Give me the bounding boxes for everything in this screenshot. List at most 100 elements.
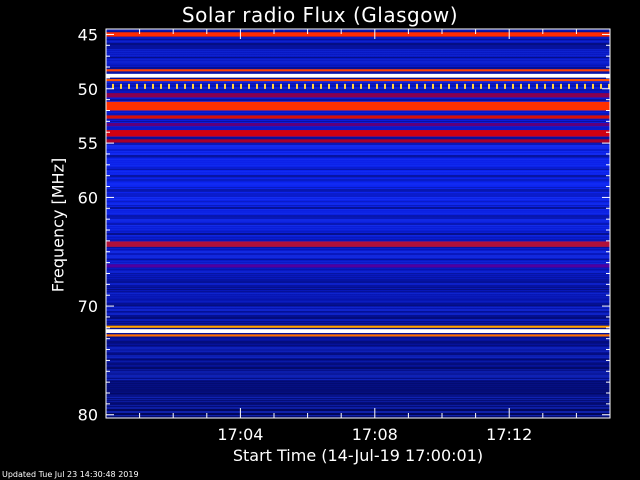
interference-spike bbox=[456, 83, 458, 89]
x-axis-label: Start Time (14-Jul-19 17:00:01) bbox=[232, 446, 484, 465]
texture-stripe bbox=[106, 251, 610, 253]
texture-stripe bbox=[106, 361, 610, 362]
texture-stripe bbox=[106, 185, 610, 186]
x-tick-label: 17:04 bbox=[217, 425, 263, 444]
x-tick-label: 17:08 bbox=[352, 425, 398, 444]
texture-stripe bbox=[106, 239, 610, 241]
texture-stripe bbox=[106, 67, 610, 69]
texture-stripe bbox=[106, 327, 610, 329]
texture-stripe bbox=[106, 401, 610, 402]
texture-stripe bbox=[106, 247, 610, 248]
texture-stripe bbox=[106, 163, 610, 164]
interference-spike bbox=[552, 83, 554, 89]
texture-stripe bbox=[106, 175, 610, 177]
interference-spike bbox=[376, 83, 378, 89]
texture-stripe bbox=[106, 97, 610, 98]
texture-stripe bbox=[106, 57, 610, 58]
texture-stripe bbox=[106, 397, 610, 398]
texture-stripe bbox=[106, 229, 610, 230]
texture-stripe bbox=[106, 189, 610, 191]
texture-stripe bbox=[106, 289, 610, 290]
texture-stripe bbox=[106, 197, 610, 198]
interference-spike bbox=[240, 83, 242, 89]
texture-stripe bbox=[106, 285, 610, 287]
texture-stripe bbox=[106, 367, 610, 369]
texture-stripe bbox=[106, 301, 610, 302]
texture-stripe bbox=[106, 39, 610, 40]
y-tick-label: 55 bbox=[78, 134, 98, 153]
interference-spike bbox=[248, 83, 250, 89]
texture-stripe bbox=[106, 317, 610, 319]
interference-spike bbox=[384, 83, 386, 89]
texture-stripe bbox=[106, 395, 610, 397]
texture-stripe bbox=[106, 181, 610, 182]
interference-spike bbox=[432, 83, 434, 89]
y-tick-label: 60 bbox=[78, 188, 98, 207]
texture-stripe bbox=[106, 365, 610, 366]
texture-stripe bbox=[106, 405, 610, 406]
texture-stripe bbox=[106, 319, 610, 321]
texture-stripe bbox=[106, 81, 610, 83]
texture-stripe bbox=[106, 375, 610, 377]
texture-stripe bbox=[106, 85, 610, 87]
texture-stripe bbox=[106, 41, 610, 42]
texture-stripe bbox=[106, 31, 610, 33]
interference-spike bbox=[584, 83, 586, 89]
interference-spike bbox=[200, 83, 202, 89]
texture-stripe bbox=[106, 235, 610, 236]
y-tick-label: 70 bbox=[78, 297, 98, 316]
texture-stripe bbox=[106, 337, 610, 338]
texture-stripe bbox=[106, 137, 610, 139]
interference-spike bbox=[208, 83, 210, 89]
texture-stripe bbox=[106, 321, 610, 322]
texture-stripe bbox=[106, 169, 610, 170]
texture-stripe bbox=[106, 129, 610, 130]
y-tick-label: 50 bbox=[78, 80, 98, 99]
texture-stripe bbox=[106, 281, 610, 283]
texture-stripe bbox=[106, 101, 610, 102]
interference-spike bbox=[488, 83, 490, 89]
texture-stripe bbox=[106, 179, 610, 181]
interference-spike bbox=[128, 83, 130, 89]
texture-stripe bbox=[106, 369, 610, 370]
interference-spike bbox=[448, 83, 450, 89]
interference-spike bbox=[112, 83, 114, 89]
interference-spike bbox=[184, 83, 186, 89]
interference-spike bbox=[544, 83, 546, 89]
texture-stripe bbox=[106, 37, 610, 38]
texture-stripe bbox=[106, 151, 610, 152]
texture-stripe bbox=[106, 249, 610, 250]
texture-stripe bbox=[106, 279, 610, 281]
axes: 45 50 55 60 70 80 17:04 17:08 17:12 bbox=[78, 25, 611, 444]
interference-spike bbox=[192, 83, 194, 89]
texture-stripe bbox=[106, 77, 610, 79]
interference-spike bbox=[520, 83, 522, 89]
texture-stripe bbox=[106, 349, 610, 351]
texture-stripe bbox=[106, 233, 610, 235]
texture-stripe bbox=[106, 399, 610, 400]
texture-stripe bbox=[106, 83, 610, 84]
texture-stripe bbox=[106, 359, 610, 360]
interference-spike bbox=[608, 83, 610, 89]
interference-spike bbox=[568, 83, 570, 89]
texture-stripe bbox=[106, 201, 610, 202]
interference-spike bbox=[288, 83, 290, 89]
texture-stripe bbox=[106, 377, 610, 378]
texture-stripe bbox=[106, 49, 610, 50]
texture-stripe bbox=[106, 263, 610, 264]
interference-spike bbox=[136, 83, 138, 89]
interference-spike bbox=[480, 83, 482, 89]
texture-stripe bbox=[106, 341, 610, 343]
texture-stripe bbox=[106, 111, 610, 112]
texture-stripe bbox=[106, 323, 610, 324]
texture-stripe bbox=[106, 209, 610, 210]
texture-stripe bbox=[106, 307, 610, 308]
emission-band bbox=[106, 325, 610, 328]
texture-stripe bbox=[106, 203, 610, 205]
texture-stripe bbox=[106, 227, 610, 228]
x-tick-label: 17:12 bbox=[486, 425, 532, 444]
texture-stripe bbox=[106, 403, 610, 404]
texture-stripe bbox=[106, 287, 610, 288]
texture-stripe bbox=[106, 303, 610, 305]
